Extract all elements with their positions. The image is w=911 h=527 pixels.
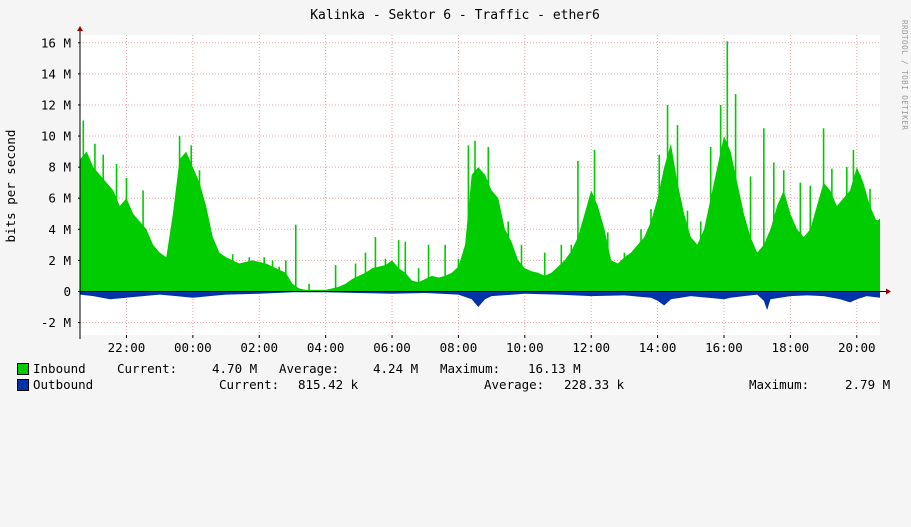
y-tick-label: 6 M bbox=[48, 191, 71, 206]
outbound-average-label: Average: bbox=[484, 377, 545, 392]
outbound-area bbox=[80, 291, 880, 311]
inbound-average-label: Average: bbox=[279, 361, 340, 376]
inbound-name: Inbound bbox=[33, 361, 86, 376]
outbound-swatch bbox=[17, 379, 29, 391]
x-tick-label: 10:00 bbox=[506, 340, 544, 355]
x-tick-label: 08:00 bbox=[440, 340, 478, 355]
legend-row-inbound: Inbound Current: 4.70 M Average: 4.24 M … bbox=[0, 361, 911, 377]
y-tick-label: 14 M bbox=[41, 66, 71, 81]
y-axis-label: bits per second bbox=[3, 130, 18, 243]
y-tick-label: 8 M bbox=[48, 160, 71, 175]
outbound-name: Outbound bbox=[33, 377, 94, 392]
outbound-current-label: Current: bbox=[219, 377, 280, 392]
inbound-maximum-value: 16.13 M bbox=[528, 361, 581, 376]
legend: Inbound Current: 4.70 M Average: 4.24 M … bbox=[0, 360, 911, 400]
x-tick-label: 12:00 bbox=[572, 340, 610, 355]
inbound-current-value: 4.70 M bbox=[212, 361, 258, 376]
inbound-current-label: Current: bbox=[117, 361, 178, 376]
x-tick-label: 22:00 bbox=[108, 340, 146, 355]
y-tick-label: 12 M bbox=[41, 97, 71, 112]
chart-title: Kalinka - Sektor 6 - Traffic - ether6 bbox=[310, 8, 600, 23]
x-tick-label: 02:00 bbox=[240, 340, 278, 355]
y-tick-label: -2 M bbox=[41, 315, 71, 330]
x-axis-arrow bbox=[886, 288, 891, 295]
x-tick-label: 04:00 bbox=[307, 340, 345, 355]
y-tick-label: 10 M bbox=[41, 129, 71, 144]
series-layer bbox=[80, 41, 880, 311]
axes bbox=[77, 26, 891, 339]
x-tick-label: 00:00 bbox=[174, 340, 212, 355]
x-tick-label: 14:00 bbox=[639, 340, 677, 355]
y-tick-label: 4 M bbox=[48, 222, 71, 237]
inbound-swatch bbox=[17, 363, 29, 375]
x-tick-label: 18:00 bbox=[772, 340, 810, 355]
inbound-area bbox=[80, 136, 880, 292]
x-tick-label: 06:00 bbox=[373, 340, 411, 355]
outbound-maximum-label: Maximum: bbox=[749, 377, 810, 392]
y-tick-label: 0 bbox=[63, 284, 71, 299]
traffic-chart: 16 M 14 M 12 M 10 M 8 M 6 M 4 M 2 M 0 -2 M 22:00 00… bbox=[3, 8, 891, 355]
legend-row-outbound: Outbound Current: 815.42 k Average: 228.… bbox=[0, 377, 911, 393]
x-tick-label: 20:00 bbox=[838, 340, 876, 355]
x-tick-label: 16:00 bbox=[705, 340, 743, 355]
y-tick-label: 16 M bbox=[41, 35, 71, 50]
tick-labels: 16 M 14 M 12 M 10 M 8 M 6 M 4 M 2 M 0 -2 M 22:00 00… bbox=[41, 35, 876, 355]
y-axis-arrow bbox=[77, 26, 83, 31]
inbound-average-value: 4.24 M bbox=[373, 361, 419, 376]
outbound-maximum-value: 2.79 M bbox=[845, 377, 891, 392]
rrdtool-watermark: RRDTOOL / TOBI OETIKER bbox=[900, 20, 909, 131]
y-tick-label: 2 M bbox=[48, 253, 71, 268]
outbound-current-value: 815.42 k bbox=[298, 377, 359, 392]
outbound-average-value: 228.33 k bbox=[564, 377, 625, 392]
inbound-maximum-label: Maximum: bbox=[440, 361, 501, 376]
